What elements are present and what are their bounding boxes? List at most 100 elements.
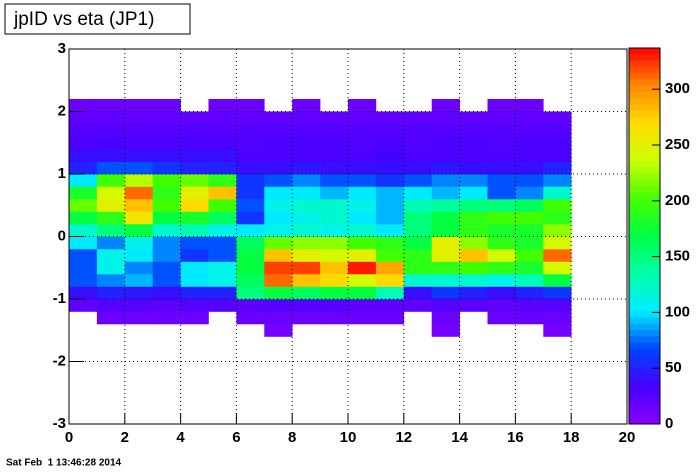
heat-cell (152, 299, 181, 312)
heat-cell (124, 149, 153, 162)
heat-cell (208, 161, 237, 175)
heat-cell (292, 149, 321, 162)
heat-cell (236, 149, 265, 162)
heat-cell (375, 274, 405, 287)
heat-cell (515, 136, 544, 150)
heat-cell (152, 274, 181, 287)
x-tick-label: 4 (176, 429, 185, 446)
heat-cell (375, 111, 405, 125)
x-tick-label: 8 (288, 429, 296, 446)
heat-cell (348, 274, 377, 287)
palette-step (629, 242, 660, 250)
heat-cell (236, 261, 265, 275)
heat-cell (180, 124, 209, 137)
z-tick-label: 300 (665, 80, 690, 97)
heat-cell (348, 186, 377, 200)
heat-cell (459, 161, 488, 175)
heat-cell (96, 274, 126, 287)
heat-cell (431, 324, 460, 337)
heat-cell (515, 211, 544, 225)
heat-cell (69, 186, 98, 200)
heat-cell (264, 311, 293, 325)
heat-cell (292, 249, 321, 262)
palette-step (629, 98, 660, 105)
heat-cell (403, 286, 432, 300)
heat-cell (152, 136, 181, 150)
heat-cell (208, 124, 237, 137)
heat-cell (431, 174, 460, 187)
heat-cell (292, 299, 321, 312)
heat-cell (431, 99, 460, 112)
heat-cell (180, 186, 209, 200)
heat-cell (292, 274, 321, 287)
heat-cell (236, 224, 265, 237)
heat-cell (348, 99, 377, 112)
heat-cell (96, 186, 126, 200)
heat-cell (431, 286, 460, 300)
y-tick-label: 3 (58, 40, 66, 57)
heat-cell (459, 274, 488, 287)
x-tick-label: 10 (340, 429, 357, 446)
heat-cell (459, 299, 488, 312)
heat-cell (320, 299, 349, 312)
x-tick-label: 18 (563, 429, 580, 446)
heat-cell (515, 174, 544, 187)
heat-cell (515, 111, 544, 125)
heat-cell (69, 111, 98, 125)
heat-cell (487, 136, 516, 150)
heat-cell (348, 124, 377, 137)
heat-cell (208, 274, 237, 287)
heat-cell (403, 149, 432, 162)
y-tick-label: 1 (58, 165, 66, 182)
heat-cell (403, 199, 432, 212)
heat-cell (236, 286, 265, 300)
heat-cell (180, 274, 209, 287)
palette-step (629, 185, 660, 193)
heat-cell (431, 274, 460, 287)
heat-cell (96, 111, 126, 125)
x-tick-label: 0 (65, 429, 73, 446)
heat-cell (403, 124, 432, 137)
palette-step (629, 267, 660, 275)
heat-cell (69, 99, 98, 112)
heat-cell (403, 236, 432, 250)
heat-cell (69, 124, 98, 137)
heat-cell (431, 186, 460, 200)
heat-cell (348, 149, 377, 162)
heat-cell (264, 324, 293, 337)
heat-cell (124, 286, 153, 300)
heat-cell (96, 249, 126, 262)
heat-cell (543, 186, 572, 200)
z-tick-label: 150 (665, 248, 690, 265)
heat-cell (375, 299, 405, 312)
palette-frame (628, 47, 661, 425)
heat-cell (320, 124, 349, 137)
heat-cell (543, 299, 572, 312)
heat-cell (543, 174, 572, 187)
heat-cell (292, 161, 321, 175)
palette-step (629, 129, 660, 137)
heat-cell (375, 286, 405, 300)
heat-cell (208, 149, 237, 162)
heat-cell (264, 174, 293, 187)
heat-cell (487, 111, 516, 125)
heat-cell (459, 111, 488, 125)
heat-cell (264, 186, 293, 200)
heat-cell (264, 224, 293, 237)
heat-cell (152, 186, 181, 200)
z-tick-label: 50 (665, 359, 682, 376)
x-tick-label: 20 (619, 429, 636, 446)
heat-cell (124, 186, 153, 200)
heat-cell (208, 186, 237, 200)
heat-cell (375, 224, 405, 237)
heat-cell (431, 249, 460, 262)
heat-cell (208, 286, 237, 300)
heat-cell (459, 149, 488, 162)
heat-cell (264, 249, 293, 262)
heat-cell (515, 99, 544, 112)
x-tick-label: 6 (232, 429, 240, 446)
heat-cell (487, 299, 516, 312)
palette-step (629, 298, 660, 306)
heat-cell (264, 149, 293, 162)
heat-cell (375, 149, 405, 162)
